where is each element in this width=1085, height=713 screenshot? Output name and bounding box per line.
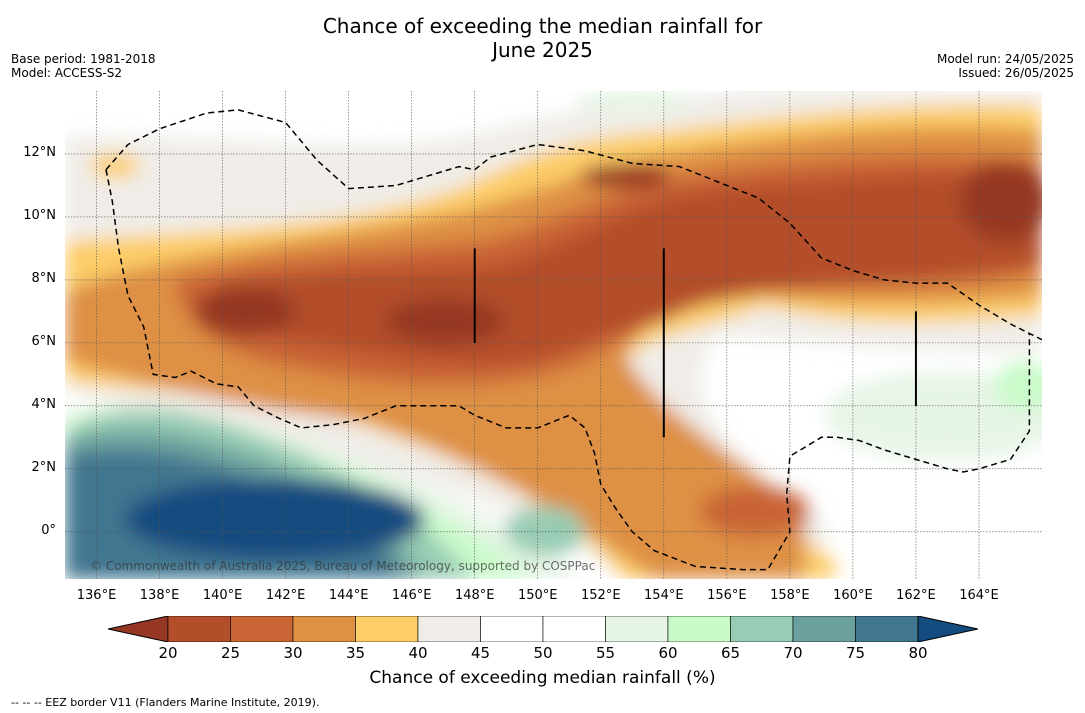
longitude-label: 160°E <box>833 588 873 603</box>
base-period: Base period: 1981-2018 <box>11 52 156 66</box>
colorbar-tick-label: 70 <box>783 644 803 662</box>
latitude-label: 0° <box>41 522 56 538</box>
colorbar-segment <box>355 616 419 642</box>
colorbar-segment <box>730 616 794 642</box>
longitude-label: 158°E <box>770 588 810 603</box>
issue-info: Model run: 24/05/2025 Issued: 26/05/2025 <box>937 52 1074 80</box>
colorbar-tick-label: 40 <box>408 644 428 662</box>
probability-field <box>65 91 1042 579</box>
longitude-label: 154°E <box>644 588 684 603</box>
colorbar-tick-label: 75 <box>845 644 866 662</box>
colorbar-tick-label: 30 <box>283 644 303 662</box>
longitude-label: 162°E <box>896 588 936 603</box>
colorbar-segment <box>292 616 356 642</box>
copyright-notice: © Commonwealth of Australia 2025, Bureau… <box>90 559 595 573</box>
colorbar-tick-label: 65 <box>720 644 741 662</box>
eez-border <box>105 109 1042 571</box>
colorbar-segment <box>230 616 294 642</box>
colorbar-under-triangle <box>108 616 169 642</box>
colorbar-tick-label: 20 <box>158 644 178 662</box>
issued-date: Issued: 26/05/2025 <box>958 66 1074 80</box>
eez-border-line <box>105 169 1031 571</box>
model-name: Model: ACCESS-S2 <box>11 66 123 80</box>
colorbar-segment <box>667 616 731 642</box>
map-title: Chance of exceeding the median rainfall … <box>0 14 1085 62</box>
colorbar-tick-label: 25 <box>220 644 241 662</box>
colorbar-title: Chance of exceeding median rainfall (%) <box>369 668 716 688</box>
longitude-label: 150°E <box>517 588 558 603</box>
latitude-label: 8°N <box>31 270 57 286</box>
colorbar-segment <box>480 616 544 642</box>
longitude-label: 156°E <box>707 588 747 603</box>
colorbar-tick-label: 55 <box>595 644 616 662</box>
colorbar-segment <box>605 616 669 642</box>
eez-footnote: -- -- -- EEZ border V11 (Flanders Marine… <box>11 696 320 709</box>
colorbar-tick-label: 35 <box>345 644 366 662</box>
longitude-label: 140°E <box>202 588 243 603</box>
longitude-label: 142°E <box>265 588 306 603</box>
base-period-info: Base period: 1981-2018 Model: ACCESS-S2 <box>11 52 156 80</box>
longitude-label: 164°E <box>959 588 999 603</box>
model-run-date: Model run: 24/05/2025 <box>936 52 1074 66</box>
longitude-label: 148°E <box>454 588 495 603</box>
colorbar-over-triangle <box>917 616 978 642</box>
title-line-2: June 2025 <box>492 38 593 62</box>
colorbar-segment <box>417 616 481 642</box>
latitude-label: 4°N <box>31 396 57 412</box>
longitude-label: 138°E <box>139 588 180 603</box>
colorbar-tick-label: 45 <box>470 644 491 662</box>
latitude-label: 2°N <box>31 459 57 475</box>
colorbar-segment <box>542 616 606 642</box>
title-line-1: Chance of exceeding the median rainfall … <box>322 14 763 38</box>
latitude-label: 10°N <box>23 207 56 223</box>
longitude-label: 144°E <box>328 588 369 603</box>
colorbar-tick-label: 50 <box>533 644 553 662</box>
longitude-label: 152°E <box>581 588 621 603</box>
rainfall-map: © Commonwealth of Australia 2025, Bureau… <box>65 91 1042 579</box>
eez-border-line <box>105 109 1042 341</box>
colorbar-segment <box>167 616 231 642</box>
longitude-label: 136°E <box>76 588 117 603</box>
colorbar-tick-label: 80 <box>908 644 928 662</box>
colorbar-segment <box>855 616 919 642</box>
longitude-label: 146°E <box>391 588 432 603</box>
vertical-markers <box>473 248 917 438</box>
latitude-label: 12°N <box>23 144 56 160</box>
colorbar-tick-label: 60 <box>658 644 678 662</box>
colorbar-segment <box>792 616 856 642</box>
colorbar <box>108 616 978 642</box>
latitude-label: 6°N <box>31 333 57 349</box>
